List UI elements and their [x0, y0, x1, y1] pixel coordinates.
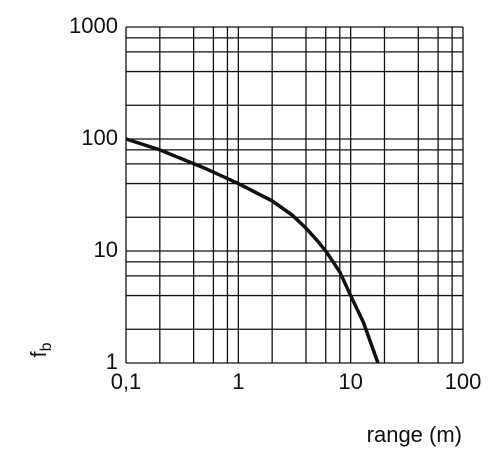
y-tick-label: 10	[94, 237, 118, 262]
y-tick-label: 100	[81, 125, 118, 150]
y-axis-label-group: fb	[26, 342, 55, 357]
x-axis-label: range (m)	[367, 422, 462, 447]
y-axis-label: fb	[26, 342, 55, 357]
x-tick-label: 1	[232, 369, 244, 394]
y-tick-label: 1000	[69, 13, 118, 38]
x-tick-label: 10	[338, 369, 362, 394]
x-tick-label: 0,1	[111, 369, 142, 394]
y-axis-label-main: f	[26, 351, 51, 358]
line	[125, 137, 380, 364]
x-tick-label: 100	[445, 369, 482, 394]
y-tick-label: 1	[106, 349, 118, 374]
y-axis-label-sub: b	[38, 342, 55, 351]
